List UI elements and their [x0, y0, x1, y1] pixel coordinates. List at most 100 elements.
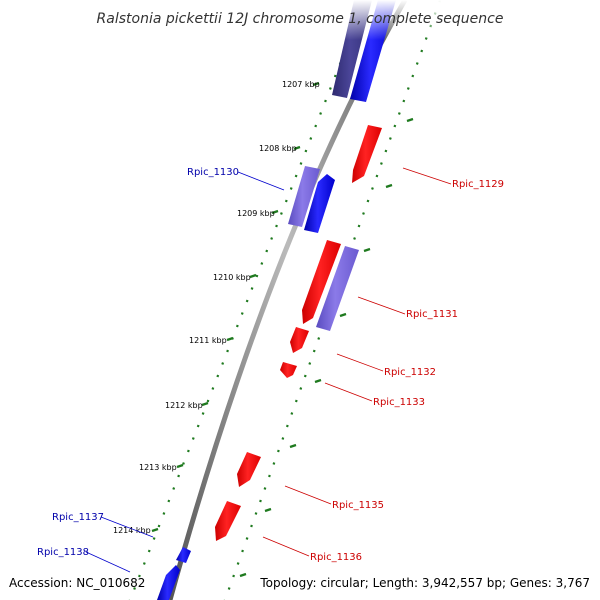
gene-rpic-1129	[352, 125, 382, 183]
tick-dot	[290, 412, 294, 415]
tick-dot	[255, 274, 259, 278]
major-tick	[312, 81, 320, 87]
major-tick	[385, 183, 393, 189]
tick-dot	[393, 124, 397, 128]
major-tick	[406, 117, 414, 123]
tick-dot	[294, 399, 298, 403]
tick-dot	[420, 49, 424, 53]
tick-dot	[201, 412, 205, 415]
tick-dot	[388, 137, 392, 140]
tick-dot	[275, 224, 278, 228]
tick-dot	[309, 137, 313, 140]
tick-dot	[380, 162, 383, 165]
tick-dot	[303, 374, 307, 378]
major-tick	[289, 443, 297, 449]
gene-rpic-1131	[302, 240, 341, 324]
tick-dot	[371, 187, 374, 190]
tick-dot	[172, 487, 176, 490]
tick-dot	[250, 524, 253, 528]
tick-dot	[236, 562, 240, 565]
tick-dot	[245, 537, 249, 540]
tick-dot	[314, 124, 318, 128]
tick-dot	[328, 87, 332, 90]
tick-dot	[227, 587, 231, 590]
tick-dot	[216, 374, 220, 378]
tick-dot	[304, 149, 308, 153]
gene-label-rpic-1135[interactable]: Rpic_1135	[332, 500, 384, 511]
major-tick	[293, 145, 301, 151]
tick-dot	[167, 499, 171, 503]
tick-dot	[250, 287, 254, 290]
tick-dot	[406, 87, 410, 90]
tick-dot	[375, 174, 379, 178]
gene-label-rpic-1137[interactable]: Rpic_1137	[52, 512, 104, 523]
kbp-label: 1212 kbp	[165, 401, 203, 410]
tick-dot	[402, 99, 406, 103]
tick-dot	[277, 449, 280, 453]
major-tick	[271, 209, 279, 215]
tick-dot	[232, 574, 235, 578]
tick-dot	[133, 587, 136, 590]
tick-dot	[191, 437, 195, 440]
map-title: Ralstonia pickettii 12J chromosome 1, co…	[97, 11, 504, 27]
tick-dot	[265, 249, 269, 253]
gene-rpic-1135	[237, 452, 261, 487]
tick-dot	[245, 299, 249, 303]
tick-dot	[333, 74, 337, 78]
tick-dot	[221, 362, 225, 365]
tick-dot	[182, 462, 185, 465]
gene-label-rpic-1130[interactable]: Rpic_1130	[187, 167, 239, 178]
kbp-label: 1213 kbp	[139, 463, 177, 472]
tick-dot	[281, 437, 285, 440]
tick-dot	[319, 112, 322, 115]
tick-dot	[285, 424, 289, 428]
tick-dot	[187, 449, 190, 453]
tick-dot	[299, 387, 303, 390]
gene-label-rpic-1136[interactable]: Rpic_1136	[310, 552, 362, 563]
tick-dot	[280, 212, 283, 215]
tick-dot	[272, 462, 276, 465]
major-tick	[339, 312, 347, 318]
tick-dot	[384, 149, 388, 153]
kbp-labels: 1207 kbp 1208 kbp 1209 kbp 1210 kbp 1211…	[113, 80, 320, 535]
tick-dot	[138, 574, 141, 578]
gene-label-rpic-1138[interactable]: Rpic_1138	[37, 547, 89, 558]
tick-dot	[162, 512, 166, 515]
kbp-label: 1209 kbp	[237, 209, 275, 218]
tick-dot	[263, 487, 267, 490]
tick-dot	[206, 399, 210, 403]
topology-summary-text: Topology: circular; Length: 3,942,557 bp…	[259, 576, 590, 590]
tick-dot	[317, 337, 321, 340]
major-tick	[264, 507, 272, 513]
gene-label-rpic-1132[interactable]: Rpic_1132	[384, 367, 436, 378]
tick-dot	[259, 499, 262, 503]
major-tick	[249, 273, 257, 279]
kbp-label: 1214 kbp	[113, 526, 151, 535]
gene-label-rpic-1131[interactable]: Rpic_1131	[406, 309, 458, 320]
tick-dot	[260, 262, 264, 265]
tick-dot	[411, 74, 415, 78]
tick-dot	[240, 312, 244, 315]
tick-dot	[152, 537, 156, 540]
gene-label-rpic-1129[interactable]: Rpic_1129	[452, 179, 504, 190]
kbp-label: 1207 kbp	[282, 80, 320, 89]
tick-dot	[211, 387, 215, 390]
accession-text: Accession: NC_010682	[9, 576, 145, 590]
gene-label-rpic-1133[interactable]: Rpic_1133	[373, 397, 425, 408]
tick-tracks	[128, 0, 442, 600]
tick-dot	[299, 162, 303, 165]
tick-dot	[142, 562, 146, 565]
tick-dot	[366, 199, 370, 203]
tick-dot	[241, 549, 244, 553]
tick-dot	[294, 174, 298, 178]
tick-dot	[196, 424, 200, 428]
feature-rpic-1130-lilac	[288, 166, 320, 227]
tick-dot	[308, 362, 312, 365]
tick-dot	[177, 474, 180, 478]
tick-dot	[312, 349, 316, 353]
leader-lines	[85, 167, 452, 573]
tick-dot	[324, 99, 327, 103]
feature-rpic-1131-lilac	[316, 246, 359, 331]
kbp-label: 1208 kbp	[259, 144, 297, 153]
